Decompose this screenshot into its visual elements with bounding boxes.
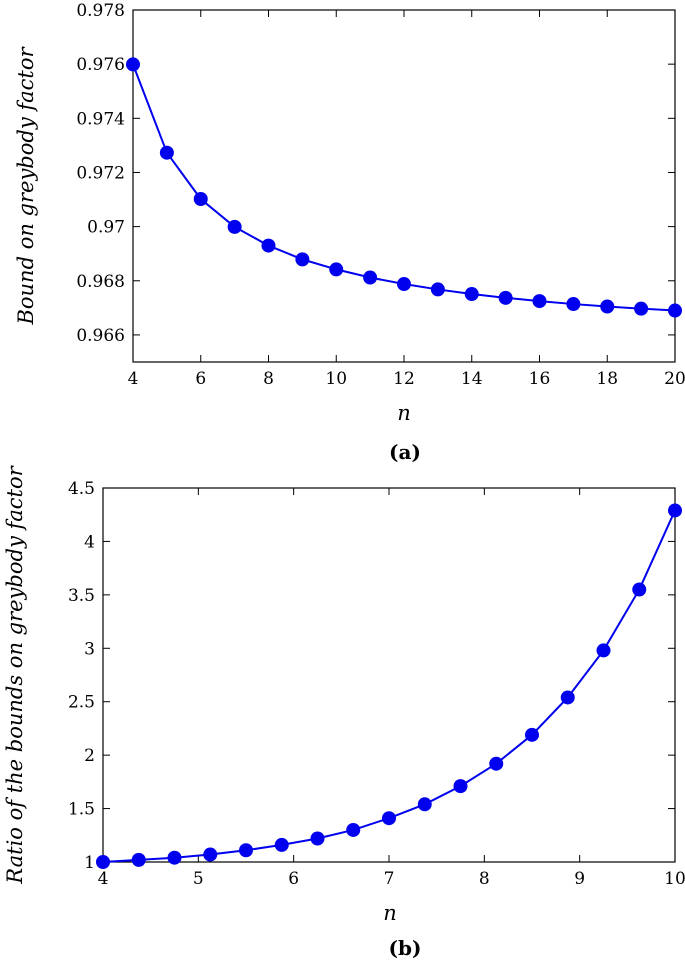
- data-point: [498, 290, 513, 305]
- data-point: [600, 299, 615, 314]
- x-tick-label: 10: [664, 869, 685, 889]
- data-point: [346, 822, 361, 837]
- data-point: [159, 145, 174, 160]
- data-point: [453, 779, 468, 794]
- y-tick-label: 0.974: [76, 109, 125, 129]
- panel-b-series-line: [102, 510, 676, 863]
- y-tick-label: 0.968: [76, 272, 125, 292]
- panel-a-caption: (a): [389, 440, 421, 464]
- y-tick-label: 2: [84, 746, 95, 766]
- x-tick-label: 5: [193, 869, 204, 889]
- data-point: [668, 503, 682, 518]
- data-point: [295, 252, 310, 267]
- x-tick-label: 7: [384, 869, 395, 889]
- data-point: [329, 262, 344, 277]
- y-tick-label: 2.5: [68, 693, 95, 713]
- data-point: [632, 582, 647, 597]
- data-point: [668, 303, 682, 318]
- data-point: [566, 297, 581, 312]
- data-point: [596, 643, 611, 658]
- panel-a-x-axis-label: n: [397, 401, 411, 425]
- panel-b-ticks: 4 5 6 7 8 9 10 1 1.5 2 2.5 3 3.5 4 4.5: [68, 479, 685, 889]
- panel-b-y-axis-label: Ratio of the bounds on greybody factor: [3, 464, 27, 884]
- x-tick-label: 8: [479, 869, 490, 889]
- data-point: [131, 852, 146, 867]
- x-tick-label: 4: [128, 369, 139, 389]
- data-point: [532, 294, 547, 309]
- x-tick-label: 20: [664, 369, 685, 389]
- panel-a-y-axis-label: Bound on greybody factor: [14, 45, 38, 325]
- panel-b-plot-frame: [102, 487, 676, 863]
- x-tick-label: 6: [195, 369, 206, 389]
- y-tick-label: 1.5: [68, 800, 95, 820]
- panel-b-chart: 4 5 6 7 8 9 10 1 1.5 2 2.5 3 3.5 4 4.5 n Ratio of the …: [3, 464, 685, 960]
- data-point: [634, 301, 649, 316]
- data-point: [363, 270, 378, 285]
- data-point: [464, 287, 479, 302]
- data-point: [261, 238, 276, 253]
- data-point: [417, 797, 432, 812]
- y-tick-label: 0.978: [76, 1, 125, 21]
- data-point: [203, 847, 218, 862]
- x-tick-label: 6: [288, 869, 299, 889]
- panel-b-caption: (b): [389, 936, 422, 960]
- data-point: [227, 219, 242, 234]
- data-point: [489, 756, 504, 771]
- data-point: [310, 831, 325, 846]
- panel-a-plot-frame: [132, 9, 676, 363]
- panel-b-x-axis-label: n: [383, 901, 397, 925]
- y-tick-label: 0.972: [76, 163, 125, 183]
- x-tick-label: 8: [263, 369, 274, 389]
- data-point: [525, 727, 539, 742]
- data-point: [96, 855, 110, 869]
- data-point: [239, 843, 253, 858]
- x-tick-label: 9: [574, 869, 585, 889]
- data-point: [430, 282, 445, 297]
- data-point: [193, 191, 208, 206]
- x-tick-label: 4: [98, 869, 109, 889]
- y-tick-label: 0.966: [76, 326, 125, 346]
- x-tick-label: 10: [325, 369, 347, 389]
- panel-a-series-line: [132, 64, 676, 312]
- x-tick-label: 18: [596, 369, 618, 389]
- data-point: [382, 811, 396, 826]
- data-point: [126, 57, 140, 72]
- data-point: [167, 850, 182, 865]
- x-tick-label: 14: [461, 369, 483, 389]
- y-tick-label: 3.5: [68, 586, 95, 606]
- y-tick-label: 4.5: [68, 479, 95, 499]
- y-tick-label: 1: [84, 853, 95, 873]
- x-tick-label: 16: [529, 369, 551, 389]
- data-point: [397, 277, 411, 292]
- panel-a-chart: 4 6 8 10 12 14 16 18 20 0.966 0.968 0.97 0.972 0.974 0…: [14, 1, 685, 464]
- y-tick-label: 0.97: [87, 218, 125, 238]
- panel-a-ticks: 4 6 8 10 12 14 16 18 20 0.966 0.968 0.97 0.972 0.974 0…: [76, 1, 685, 389]
- panel-b-points: [96, 503, 682, 869]
- x-tick-label: 12: [393, 369, 415, 389]
- data-point: [560, 690, 575, 705]
- panel-a-points: [126, 57, 682, 318]
- y-tick-label: 0.976: [76, 55, 125, 75]
- data-point: [274, 837, 289, 852]
- y-tick-label: 4: [84, 532, 95, 552]
- y-tick-label: 3: [84, 639, 95, 659]
